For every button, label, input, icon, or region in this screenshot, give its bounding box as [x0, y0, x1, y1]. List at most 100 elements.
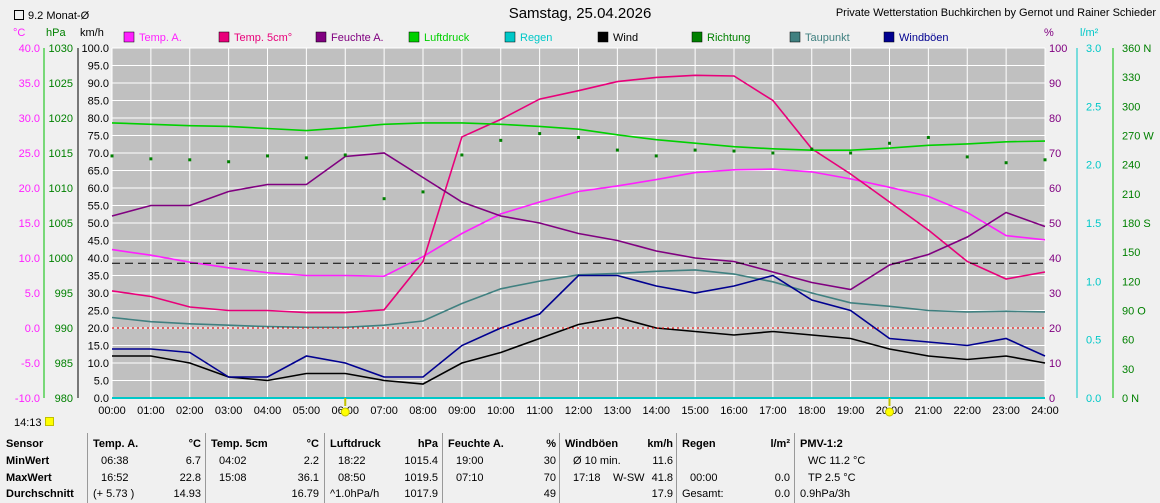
summary-avg-label: Durchschnitt	[6, 488, 74, 500]
rain-tick-label: 0.0	[1086, 393, 1101, 405]
series-line-feuchte-a	[111, 152, 1046, 291]
page-title: Samstag, 25.04.2026	[508, 5, 652, 22]
x-tick-label: 23:00	[992, 405, 1020, 417]
summary-avg-extra: Gesamt:	[682, 488, 724, 500]
x-tick-label: 07:00	[370, 405, 398, 417]
dir-tick-label: 300	[1122, 101, 1140, 113]
summary-avg-value: 14.93	[173, 488, 201, 500]
richtung-point	[538, 132, 542, 136]
series-line-temp-5cm	[111, 74, 1046, 314]
summary-avg-extra: ^1.0hPa/h	[330, 488, 380, 500]
summary-avg-extra: (+ 5.73 )	[93, 488, 135, 500]
footer-time: 14:13	[14, 417, 54, 429]
legend-label: Temp. A.	[139, 32, 182, 44]
series-line-luftdruck	[111, 122, 1046, 151]
checkbox-icon[interactable]	[14, 10, 24, 20]
kmh-tick-label: 65.0	[88, 166, 109, 178]
temp-tick-label: 20.0	[19, 183, 40, 195]
kmh-tick-label: 15.0	[88, 341, 109, 353]
station-name: Private Wetterstation Buchkirchen by Ger…	[835, 7, 1156, 19]
kmh-tick-label: 70.0	[88, 148, 109, 160]
pct-tick-label: 80	[1049, 113, 1061, 125]
summary-divider	[676, 433, 677, 503]
summary-avg-extra: 0.9hPa/3h	[800, 488, 851, 500]
x-tick-label: 03:00	[215, 405, 243, 417]
legend-swatch	[691, 31, 703, 43]
footer-time-text: 14:13	[14, 417, 42, 429]
richtung-point	[693, 148, 697, 152]
dir-tick-label: 240	[1122, 160, 1140, 172]
richtung-point	[304, 156, 308, 160]
monat-average-toggle[interactable]: 9.2 Monat-Ø	[14, 10, 89, 22]
x-tick-label: 00:00	[98, 405, 126, 417]
summary-min-value: 30	[543, 455, 556, 467]
richtung-point	[888, 141, 891, 145]
x-tick-label: 24:00	[1031, 405, 1059, 417]
richtung-point	[810, 147, 814, 151]
x-tick-label: 15:00	[681, 405, 709, 417]
summary-avg-value: 0.0	[774, 488, 790, 500]
kmh-tick-label: 25.0	[88, 306, 109, 318]
summary-avg-value: 17.9	[651, 488, 673, 500]
kmh-tick-label: 75.0	[88, 131, 109, 143]
summary-col-unit: l/m²	[770, 438, 790, 450]
richtung-point	[654, 154, 658, 158]
richtung-point	[771, 151, 775, 155]
hpa-tick-label: 1005	[49, 218, 73, 230]
legend-swatch	[218, 31, 230, 43]
hpa-tick-label: 1015	[49, 148, 73, 160]
kmh-tick-label: 60.0	[88, 183, 109, 195]
summary-avg-value: 49	[543, 488, 556, 500]
kmh-tick-label: 80.0	[88, 113, 109, 125]
hpa-tick-label: 1025	[49, 78, 73, 90]
sun-marker-icon	[340, 407, 350, 417]
richtung-point	[149, 157, 153, 161]
summary-min-time: WC 11.2 °C	[808, 455, 866, 467]
kmh-tick-label: 90.0	[88, 78, 109, 90]
hpa-tick-label: 995	[55, 288, 73, 300]
dir-tick-label: 180 S	[1122, 218, 1151, 230]
x-tick-label: 09:00	[448, 405, 476, 417]
summary-max-value: 0.0	[774, 472, 790, 484]
summary-divider	[324, 433, 325, 503]
rain-tick-label: 2.5	[1086, 101, 1101, 113]
kmh-tick-label: 10.0	[88, 358, 109, 370]
temp-tick-label: -5.0	[21, 358, 40, 370]
legend-swatch	[883, 31, 895, 43]
x-tick-label: 04:00	[254, 405, 282, 417]
kmh-unit-label: km/h	[80, 27, 104, 39]
summary-col-header: Temp. 5cm	[211, 438, 268, 450]
kmh-tick-label: 40.0	[88, 253, 109, 265]
richtung-point	[1004, 161, 1008, 165]
hpa-tick-label: 985	[55, 358, 73, 370]
legend-swatch	[123, 31, 135, 43]
pct-tick-label: 70	[1049, 148, 1061, 160]
legend-label: Regen	[520, 32, 552, 44]
richtung-point	[577, 135, 580, 139]
kmh-tick-label: 95.0	[88, 61, 109, 73]
summary-col-unit: °C	[188, 438, 201, 450]
x-tick-label: 14:00	[642, 405, 670, 417]
summary-max-time: 08:50	[338, 472, 366, 484]
hpa-tick-label: 990	[55, 323, 73, 335]
pct-tick-label: 90	[1049, 78, 1061, 90]
x-tick-label: 16:00	[720, 405, 748, 417]
summary-max-time: 17:18	[573, 472, 601, 484]
x-tick-label: 19:00	[837, 405, 865, 417]
legend-label: Luftdruck	[424, 32, 470, 44]
summary-divider	[442, 433, 443, 503]
pct-tick-label: 0	[1049, 393, 1055, 405]
summary-min-time: 04:02	[219, 455, 247, 467]
summary-table: Sensor MinWert MaxWert Durchschnitt Temp. A.…	[0, 433, 1160, 503]
temp-tick-label: 30.0	[19, 113, 40, 125]
dir-tick-label: 30	[1122, 364, 1134, 376]
summary-col-unit: km/h	[647, 438, 673, 450]
weather-chart: 00:0001:0002:0003:0004:0005:0006:0007:00…	[13, 27, 1154, 417]
summary-min-value: 2.2	[303, 455, 319, 467]
kmh-tick-label: 100.0	[81, 43, 109, 55]
richtung-point	[188, 158, 192, 162]
x-tick-label: 18:00	[798, 405, 826, 417]
monat-label: 9.2 Monat-Ø	[28, 10, 90, 22]
temp-tick-label: -10.0	[15, 393, 40, 405]
summary-min-label: MinWert	[6, 455, 50, 467]
